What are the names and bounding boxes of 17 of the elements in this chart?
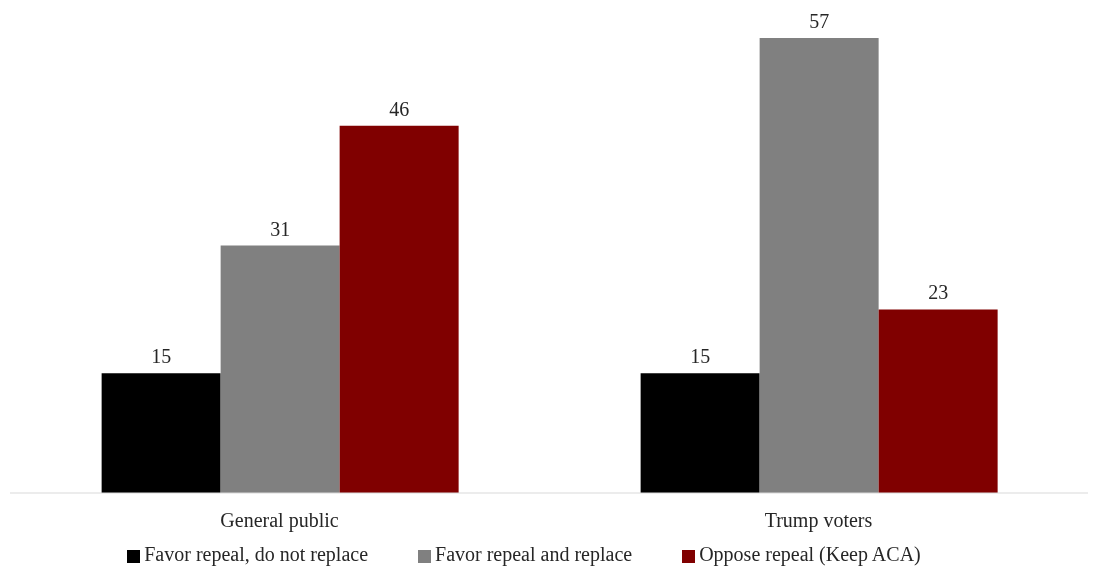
bar (101, 373, 221, 493)
bar (640, 373, 760, 493)
data-label: 57 (809, 10, 830, 32)
data-label: 46 (389, 97, 410, 120)
bar (339, 125, 459, 493)
data-label: 15 (690, 345, 711, 368)
x-tick-label: Trump voters (764, 509, 873, 533)
legend-label: Favor repeal and replace (435, 543, 633, 565)
data-label: 15 (151, 345, 172, 368)
legend-label: Oppose repeal (Keep ACA) (699, 543, 921, 565)
legend-label: Favor repeal, do not replace (144, 543, 369, 565)
bar (220, 245, 340, 493)
bar (878, 309, 998, 493)
bar (759, 38, 879, 493)
data-label: 31 (270, 217, 291, 240)
x-tick-label: General public (220, 509, 339, 533)
data-label: 23 (928, 281, 949, 304)
